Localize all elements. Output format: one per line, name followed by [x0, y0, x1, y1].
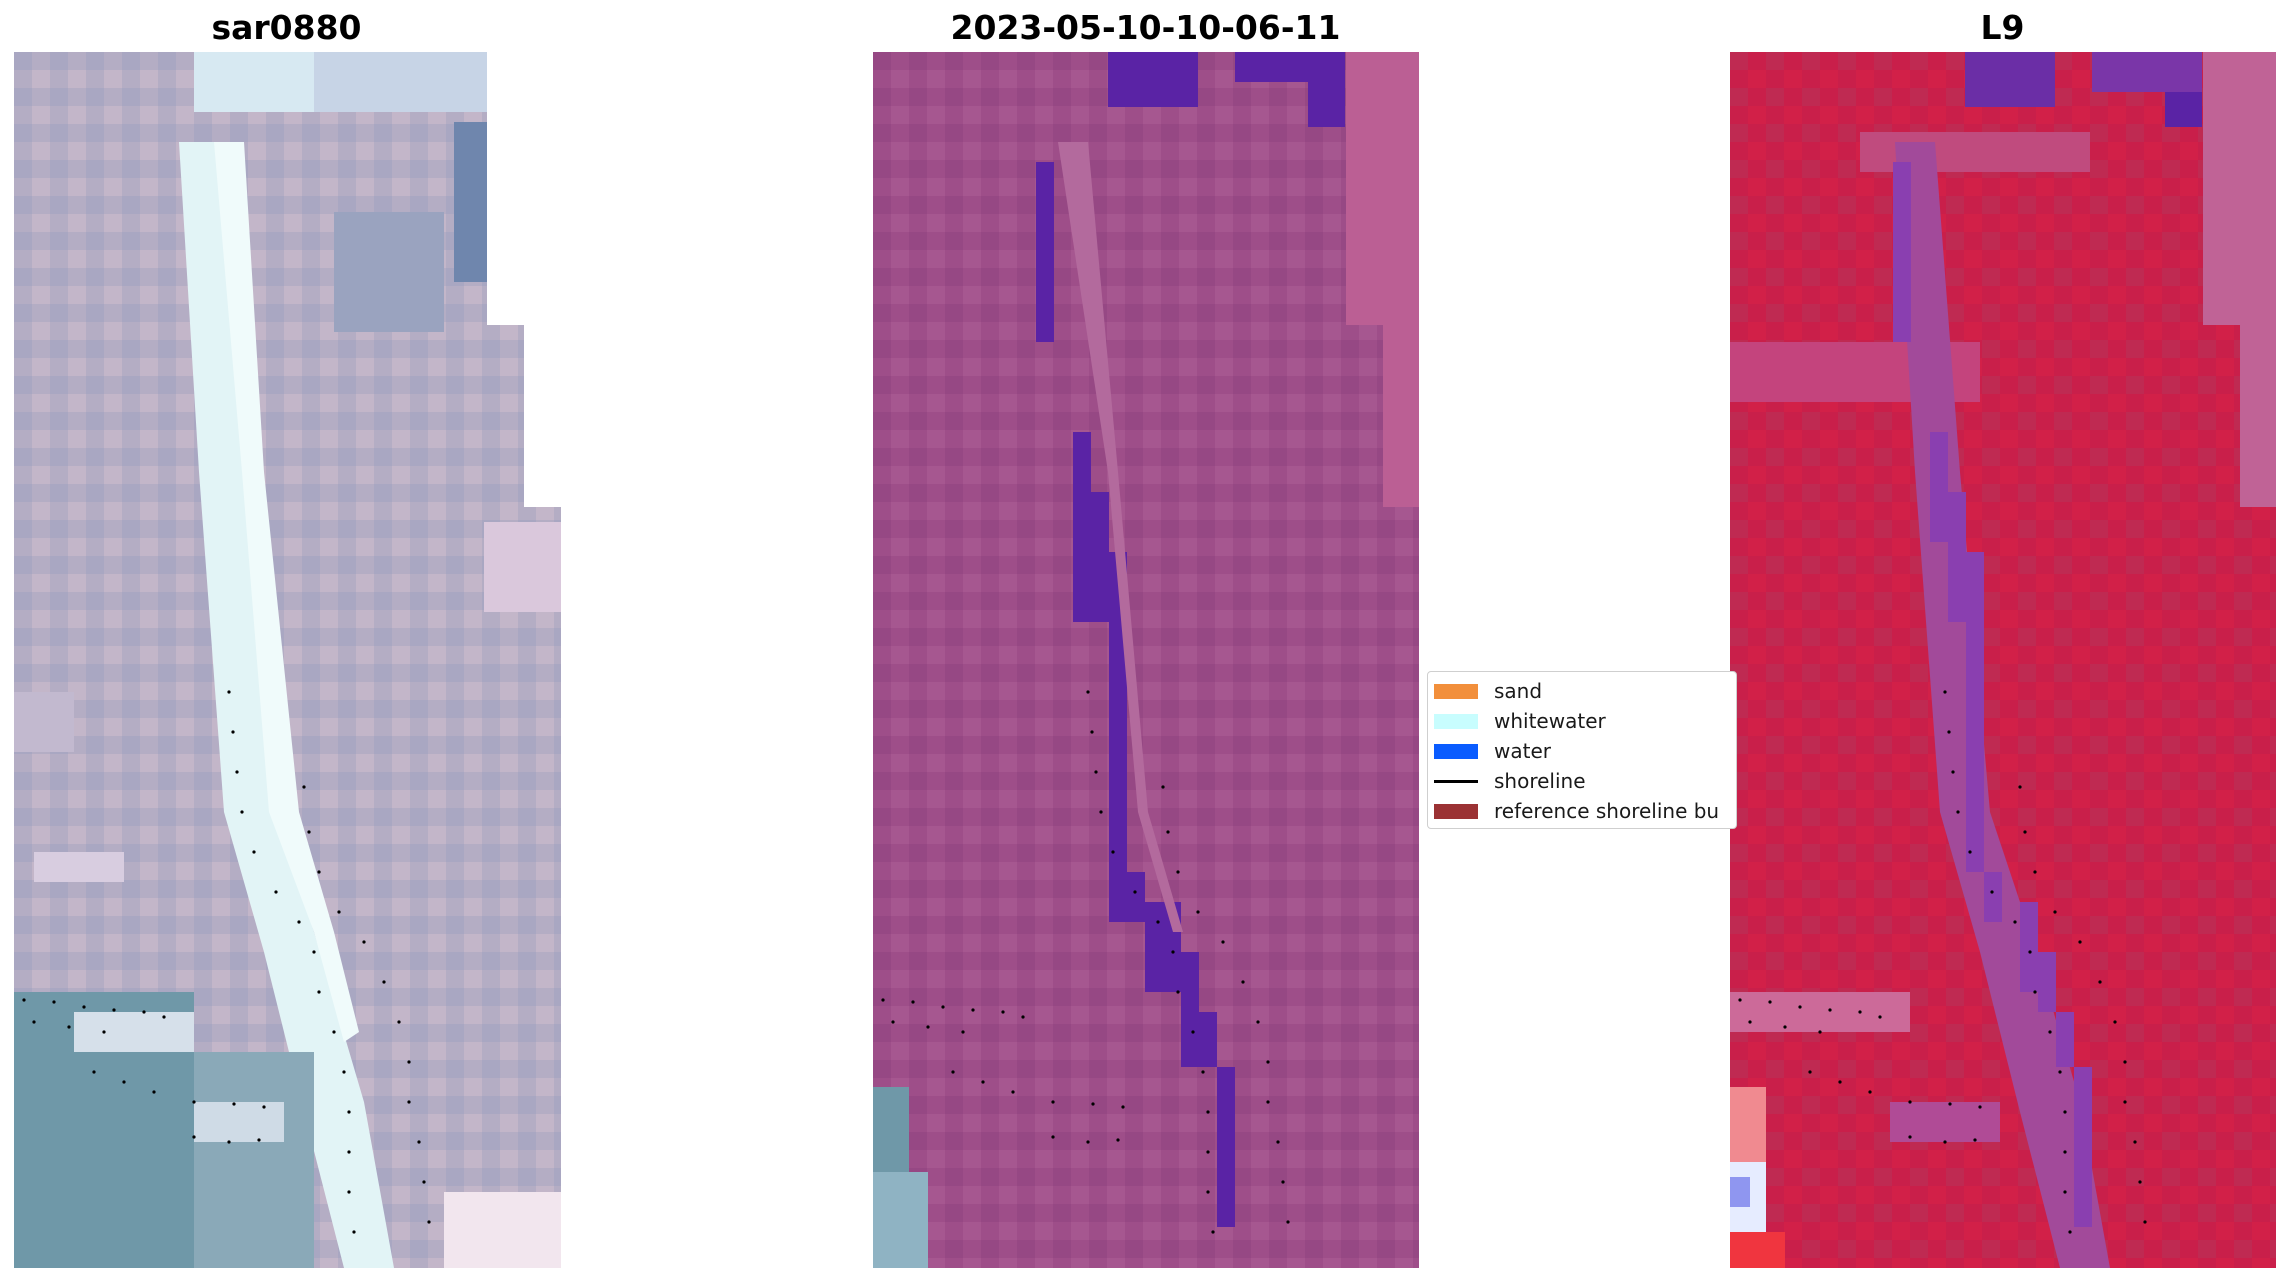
legend-label: whitewater	[1494, 709, 1606, 733]
panel-title-classified: 2023-05-10-10-06-11	[950, 8, 1341, 47]
legend-item-shoreline: shoreline	[1428, 766, 1736, 796]
legend-item-water: water	[1428, 736, 1736, 766]
water-swatch	[1434, 743, 1478, 759]
mndwi-image-panel	[1730, 52, 2276, 1268]
shoreline-line-swatch	[1434, 774, 1478, 789]
panel-title-rgb: sar0880	[211, 8, 362, 47]
classified-image-panel	[873, 52, 1419, 1268]
whitewater-swatch	[1434, 713, 1478, 729]
rgb-image-area	[14, 52, 561, 1268]
rgb-image-panel	[14, 52, 561, 1268]
legend-label: reference shoreline bu	[1494, 799, 1720, 823]
legend-item-reference-shoreline: reference shoreline bu	[1428, 796, 1736, 826]
legend-item-sand: sand	[1428, 676, 1736, 706]
sand-swatch	[1434, 683, 1478, 699]
panel-title-mndwi: L9	[1980, 8, 2025, 47]
legend-item-whitewater: whitewater	[1428, 706, 1736, 736]
water-pixels	[1036, 162, 1235, 1227]
mndwi-channel	[1895, 142, 2110, 1268]
legend-label: sand	[1494, 679, 1543, 703]
rgb-channel	[179, 142, 394, 1268]
shoreline-dots	[22, 690, 431, 1234]
reference-shoreline-swatch	[1434, 803, 1478, 819]
legend-label: shoreline	[1494, 769, 1586, 793]
legend-label: water	[1494, 739, 1551, 763]
legend: sand whitewater water shoreline referenc…	[1427, 671, 1737, 829]
